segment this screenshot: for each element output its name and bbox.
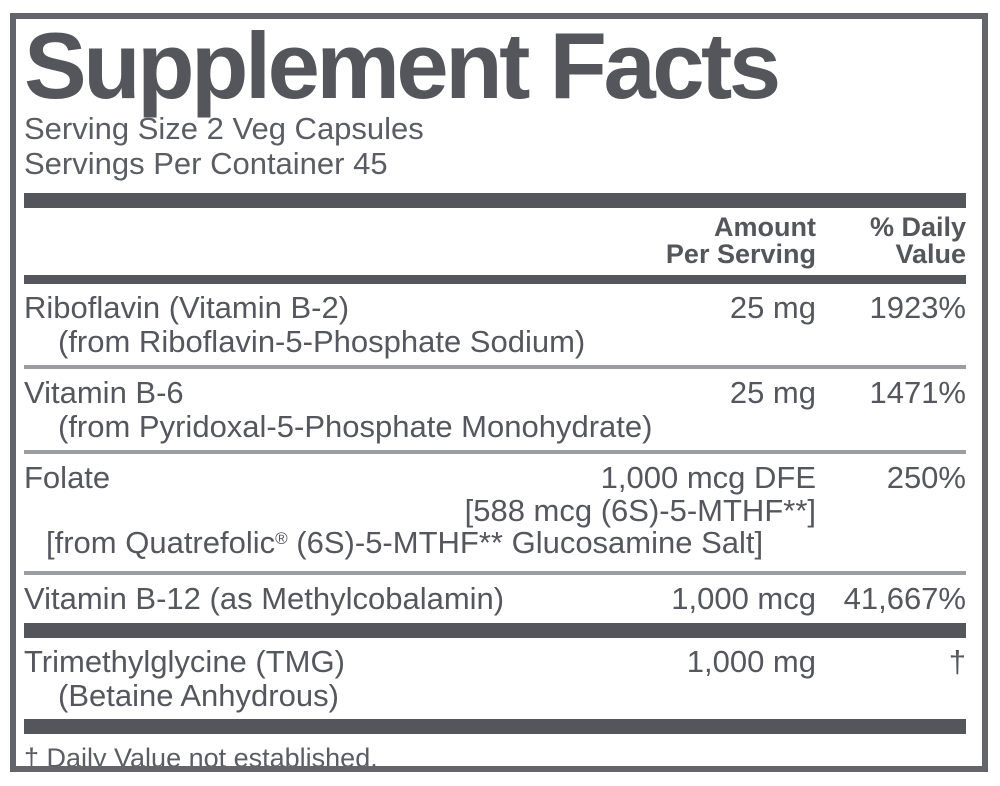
nutrient-amount: 25 mg — [729, 290, 816, 325]
row-main-line: Trimethylglycine (TMG) 1,000 mg † — [24, 644, 966, 679]
nutrient-daily-value: † — [948, 644, 966, 679]
divider-thick-middle — [24, 623, 966, 638]
column-header-amount-line1: Amount — [714, 212, 816, 242]
nutrient-name: Vitamin B-6 — [24, 375, 184, 410]
servings-per-container: Servings Per Container 45 — [24, 146, 388, 181]
column-header-daily-line2: Value — [895, 239, 966, 269]
table-row-vitamin-b6: Vitamin B-6 25 mg 1471% (from Pyridoxal-… — [24, 369, 966, 450]
column-header-amount: Amount Per Serving — [666, 214, 816, 268]
nutrient-amount: 25 mg — [729, 375, 816, 410]
column-headers: Amount Per Serving % Daily Value — [24, 208, 966, 275]
table-row-riboflavin: Riboflavin (Vitamin B-2) 25 mg 1923% (fr… — [24, 284, 966, 365]
table-row-vitamin-b12: Vitamin B-12 (as Methylcobalamin) 1,000 … — [24, 575, 966, 623]
column-header-daily-line1: % Daily — [869, 212, 966, 242]
nutrient-source: (Betaine Anhydrous) — [58, 678, 339, 713]
nutrient-source: [from Quatrefolic® (6S)-5-MTHF** Glucosa… — [24, 527, 966, 564]
nutrient-amount: 1,000 mg — [686, 644, 816, 679]
column-header-amount-line2: Per Serving — [665, 239, 816, 269]
divider-thin-2 — [24, 450, 966, 454]
table-row-folate: Folate 1,000 mcg DFE 250% [588 mcg (6S)-… — [24, 454, 966, 571]
daily-value-footnote: † Daily Value not established. — [24, 743, 378, 772]
nutrient-amount: 1,000 mcg — [671, 581, 816, 616]
supplement-facts-panel: Supplement Facts Serving Size 2 Veg Caps… — [10, 13, 988, 772]
nutrient-name: Vitamin B-12 (as Methylcobalamin) — [24, 581, 505, 616]
divider-thick-top — [24, 193, 966, 208]
row-main-line: Vitamin B-12 (as Methylcobalamin) 1,000 … — [24, 581, 966, 616]
nutrient-amount: 1,000 mcg DFE — [600, 460, 816, 495]
nutrient-amount-detail: [588 mcg (6S)-5-MTHF**] — [464, 493, 816, 528]
row-main-line: Riboflavin (Vitamin B-2) 25 mg 1923% — [24, 290, 966, 325]
row-main-line: Vitamin B-6 25 mg 1471% — [24, 375, 966, 410]
nutrient-source: (from Pyridoxal-5-Phosphate Monohydrate) — [58, 409, 653, 444]
nutrient-name: Riboflavin (Vitamin B-2) — [24, 290, 350, 325]
nutrient-source: (from Riboflavin-5-Phosphate Sodium) — [58, 324, 586, 359]
registered-trademark-symbol: ® — [275, 528, 288, 548]
nutrient-name: Folate — [24, 460, 111, 495]
serving-size: Serving Size 2 Veg Capsules — [24, 111, 424, 146]
nutrient-daily-value: 1471% — [869, 375, 966, 410]
divider-medium-header — [24, 275, 966, 284]
divider-thin-1 — [24, 365, 966, 369]
nutrient-name: Trimethylglycine (TMG) — [24, 644, 345, 679]
nutrient-source-prefix: [from Quatrefolic — [46, 525, 276, 560]
table-row-trimethylglycine: Trimethylglycine (TMG) 1,000 mg † (Betai… — [24, 638, 966, 719]
nutrient-daily-value: 250% — [886, 460, 966, 495]
nutrient-source-suffix: (6S)-5-MTHF** Glucosamine Salt] — [287, 525, 764, 560]
nutrient-daily-value: 1923% — [869, 290, 966, 325]
nutrient-daily-value: 41,667% — [843, 581, 966, 616]
panel-title: Supplement Facts — [24, 13, 781, 118]
row-main-line: Folate 1,000 mcg DFE 250% — [24, 460, 966, 495]
divider-thick-bottom — [24, 719, 966, 734]
column-header-daily-value: % Daily Value — [816, 214, 966, 268]
divider-thin-3 — [24, 571, 966, 575]
